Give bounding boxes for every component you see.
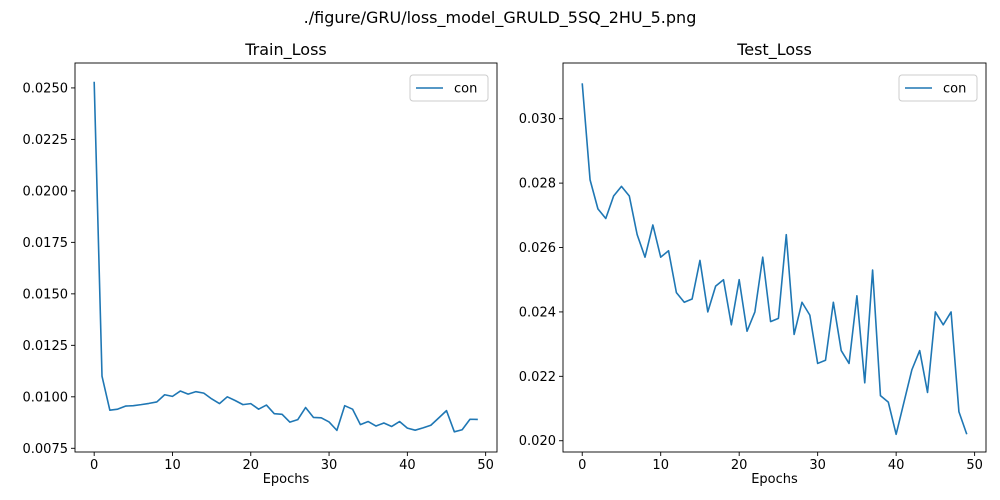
x-tick-label: 20	[731, 458, 748, 473]
y-tick-label: 0.0250	[23, 81, 69, 96]
x-tick-label: 50	[966, 458, 983, 473]
y-tick-label: 0.030	[519, 112, 556, 127]
x-tick-label: 20	[242, 458, 259, 473]
x-tick-label: 30	[809, 458, 826, 473]
train-loss-panel: Train_Loss 0 10 20 30 40 50 0.0075 0.0100 0.0125 0…	[23, 40, 498, 487]
panel-title: Train_Loss	[244, 40, 326, 60]
x-tick-label: 10	[164, 458, 181, 473]
y-tick-label: 0.0175	[23, 236, 69, 251]
x-axis-title: Epochs	[751, 472, 798, 487]
axes-frame	[74, 62, 498, 453]
x-axis-title: Epochs	[263, 472, 310, 487]
x-tick-label: 0	[90, 458, 98, 473]
y-tick-label: 0.028	[519, 177, 556, 192]
y-tick-label: 0.024	[519, 305, 556, 320]
x-tick-label: 40	[888, 458, 905, 473]
legend-label: con	[454, 82, 477, 97]
x-tick-label: 10	[652, 458, 669, 473]
y-tick-label: 0.0100	[23, 390, 69, 405]
x-tick-label: 40	[399, 458, 416, 473]
y-tick-label: 0.022	[519, 370, 556, 385]
y-tick-label: 0.0150	[23, 287, 69, 302]
x-tick-label: 30	[321, 458, 338, 473]
x-tick-label: 50	[477, 458, 494, 473]
y-tick-label: 0.020	[519, 434, 556, 449]
y-tick-label: 0.026	[519, 241, 556, 256]
series-line-con	[93, 81, 478, 433]
y-tick-label: 0.0125	[23, 339, 69, 354]
axes-frame	[562, 62, 987, 453]
y-tick-label: 0.0075	[23, 442, 69, 457]
x-tick-label: 0	[578, 458, 586, 473]
figure-title: ./figure/GRU/loss_model_GRULD_5SQ_2HU_5.…	[303, 8, 697, 27]
test-loss-panel: Test_Loss 0 10 20 30 40 50 0.020 0.022 0.024 0.026…	[519, 40, 987, 487]
panel-title: Test_Loss	[736, 40, 812, 60]
legend-box	[409, 74, 489, 102]
series-line-con	[581, 83, 968, 436]
y-tick-label: 0.0200	[23, 184, 69, 199]
y-tick-label: 0.0225	[23, 133, 69, 148]
legend-label: con	[943, 82, 966, 97]
legend-box	[898, 74, 978, 102]
